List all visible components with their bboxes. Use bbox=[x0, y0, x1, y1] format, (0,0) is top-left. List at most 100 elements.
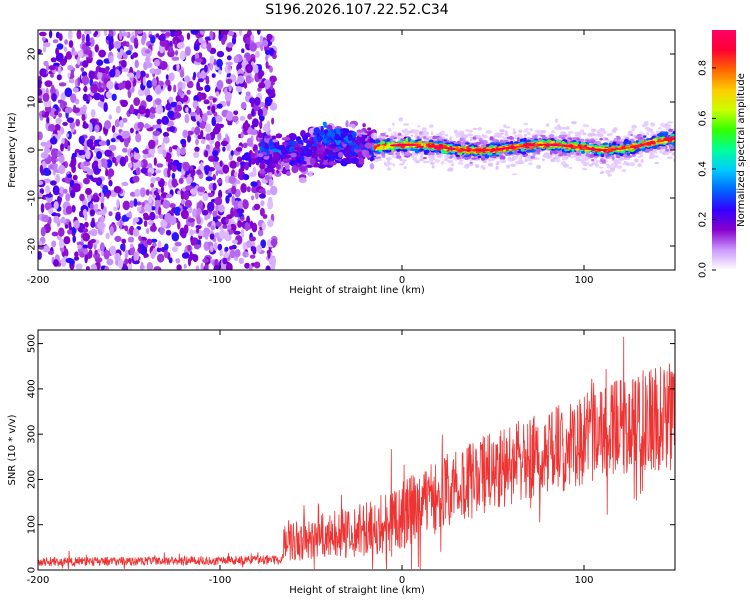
heatmap-cell bbox=[297, 139, 302, 144]
heatmap-cell bbox=[425, 160, 430, 163]
heatmap-cell bbox=[135, 167, 141, 176]
heatmap-cell bbox=[100, 215, 105, 223]
heatmap-cell bbox=[108, 179, 113, 187]
heatmap-cell bbox=[151, 77, 157, 87]
heatmap-cell bbox=[94, 257, 103, 263]
heatmap-cell bbox=[599, 158, 604, 161]
heatmap-cell bbox=[205, 75, 210, 85]
heatmap-cell bbox=[634, 158, 639, 163]
heatmap-cell bbox=[85, 33, 90, 44]
heatmap-cell bbox=[356, 129, 364, 133]
heatmap-cell bbox=[140, 159, 148, 169]
heatmap-cell bbox=[224, 246, 229, 252]
heatmap-cell bbox=[58, 112, 63, 118]
heatmap-cell bbox=[316, 149, 324, 155]
heatmap-cell bbox=[162, 149, 167, 158]
heatmap-cell bbox=[67, 229, 72, 235]
heatmap-cell bbox=[124, 258, 129, 265]
heatmap-cell bbox=[268, 47, 275, 56]
heatmap-cell bbox=[298, 177, 307, 184]
heatmap-cell bbox=[220, 140, 229, 147]
heatmap-cell bbox=[579, 129, 585, 133]
heatmap-cell bbox=[369, 163, 375, 170]
heatmap-cell bbox=[234, 249, 241, 258]
heatmap-cell bbox=[204, 84, 211, 93]
heatmap-cell bbox=[96, 59, 104, 66]
heatmap-cell bbox=[162, 199, 171, 209]
heatmap-cell bbox=[530, 155, 535, 159]
heatmap-cell bbox=[175, 258, 181, 264]
heatmap-cell bbox=[244, 262, 251, 269]
heatmap-cell bbox=[163, 249, 169, 259]
heatmap-cell bbox=[303, 139, 308, 143]
heatmap-cell bbox=[58, 154, 65, 164]
heatmap-cell bbox=[105, 168, 109, 177]
heatmap-cell bbox=[421, 127, 427, 131]
heatmap-cell bbox=[590, 132, 596, 137]
heatmap-cell bbox=[613, 137, 618, 142]
heatmap-cell bbox=[577, 158, 582, 162]
heatmap-cell bbox=[282, 141, 289, 145]
heatmap-cell bbox=[488, 158, 491, 162]
heatmap-cell bbox=[157, 189, 161, 194]
heatmap-cell bbox=[186, 32, 191, 40]
heatmap-cell bbox=[267, 249, 271, 260]
heatmap-cell bbox=[153, 157, 157, 166]
heatmap-cell bbox=[357, 151, 363, 159]
heatmap-cell bbox=[267, 219, 274, 228]
heatmap-cell bbox=[114, 252, 121, 261]
heatmap-cell bbox=[89, 209, 95, 217]
heatmap-cell bbox=[82, 104, 87, 112]
heatmap-cell bbox=[76, 241, 84, 246]
heatmap-cell bbox=[142, 212, 149, 218]
heatmap-cell bbox=[113, 186, 122, 194]
heatmap-cell bbox=[232, 115, 239, 122]
heatmap-cell bbox=[363, 134, 368, 139]
heatmap-cell bbox=[650, 122, 655, 127]
heatmap-cell bbox=[129, 243, 134, 248]
heatmap-cell bbox=[212, 150, 219, 157]
heatmap-cell bbox=[116, 135, 123, 140]
heatmap-cell bbox=[212, 210, 218, 218]
heatmap-cell bbox=[262, 214, 268, 219]
heatmap-cell bbox=[93, 92, 102, 101]
heatmap-cell bbox=[204, 123, 212, 133]
heatmap-cell bbox=[73, 256, 80, 261]
heatmap-cell bbox=[225, 78, 233, 85]
heatmap-cell bbox=[108, 114, 113, 120]
heatmap-cell bbox=[218, 204, 225, 213]
heatmap-cell bbox=[48, 124, 56, 132]
heatmap-cell bbox=[97, 101, 104, 108]
heatmap-cell bbox=[175, 94, 182, 103]
heatmap-cell bbox=[229, 160, 237, 169]
heatmap-cell bbox=[155, 176, 161, 182]
heatmap-cell bbox=[649, 152, 654, 156]
heatmap-cell bbox=[256, 30, 261, 35]
heatmap-cell bbox=[236, 207, 245, 215]
heatmap-cell bbox=[103, 249, 110, 260]
heatmap-cell bbox=[66, 173, 73, 178]
heatmap-cell bbox=[250, 77, 254, 83]
heatmap-cell bbox=[109, 245, 117, 256]
heatmap-cell bbox=[345, 120, 349, 128]
heatmap-cell bbox=[218, 123, 224, 128]
heatmap-cell bbox=[139, 187, 146, 198]
heatmap-cell bbox=[145, 56, 151, 64]
heatmap-cell bbox=[132, 228, 140, 237]
heatmap-cell bbox=[184, 46, 191, 56]
heatmap-cell bbox=[499, 129, 505, 133]
heatmap-cell bbox=[242, 121, 249, 132]
heatmap-cell bbox=[528, 162, 533, 166]
heatmap-cell bbox=[257, 132, 264, 138]
heatmap-cell bbox=[219, 250, 224, 257]
heatmap-cell bbox=[313, 142, 318, 147]
heatmap-cell bbox=[230, 150, 235, 156]
heatmap-cell bbox=[250, 181, 258, 187]
heatmap-cell bbox=[166, 102, 171, 111]
heatmap-cell bbox=[554, 118, 559, 123]
heatmap-cell bbox=[255, 50, 260, 59]
heatmap-cell bbox=[46, 116, 50, 124]
heatmap-cell bbox=[640, 159, 644, 163]
heatmap-cell bbox=[90, 263, 97, 270]
heatmap-cell bbox=[629, 162, 636, 167]
